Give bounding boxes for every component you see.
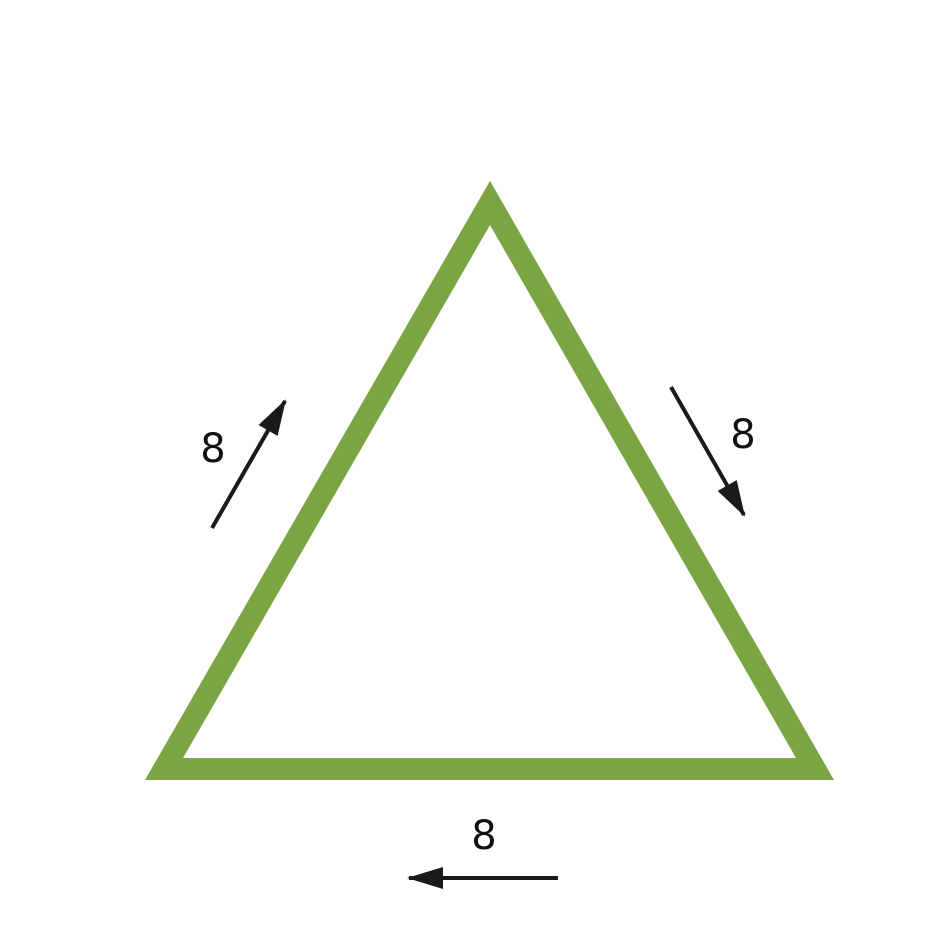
right-side-label: 8 [730,412,755,458]
left-side-arrow [210,399,287,529]
left-side-label: 8 [200,426,225,472]
right-side-arrow [669,386,746,517]
triangle-outline [144,180,835,780]
bottom-side-label: 8 [471,813,496,859]
